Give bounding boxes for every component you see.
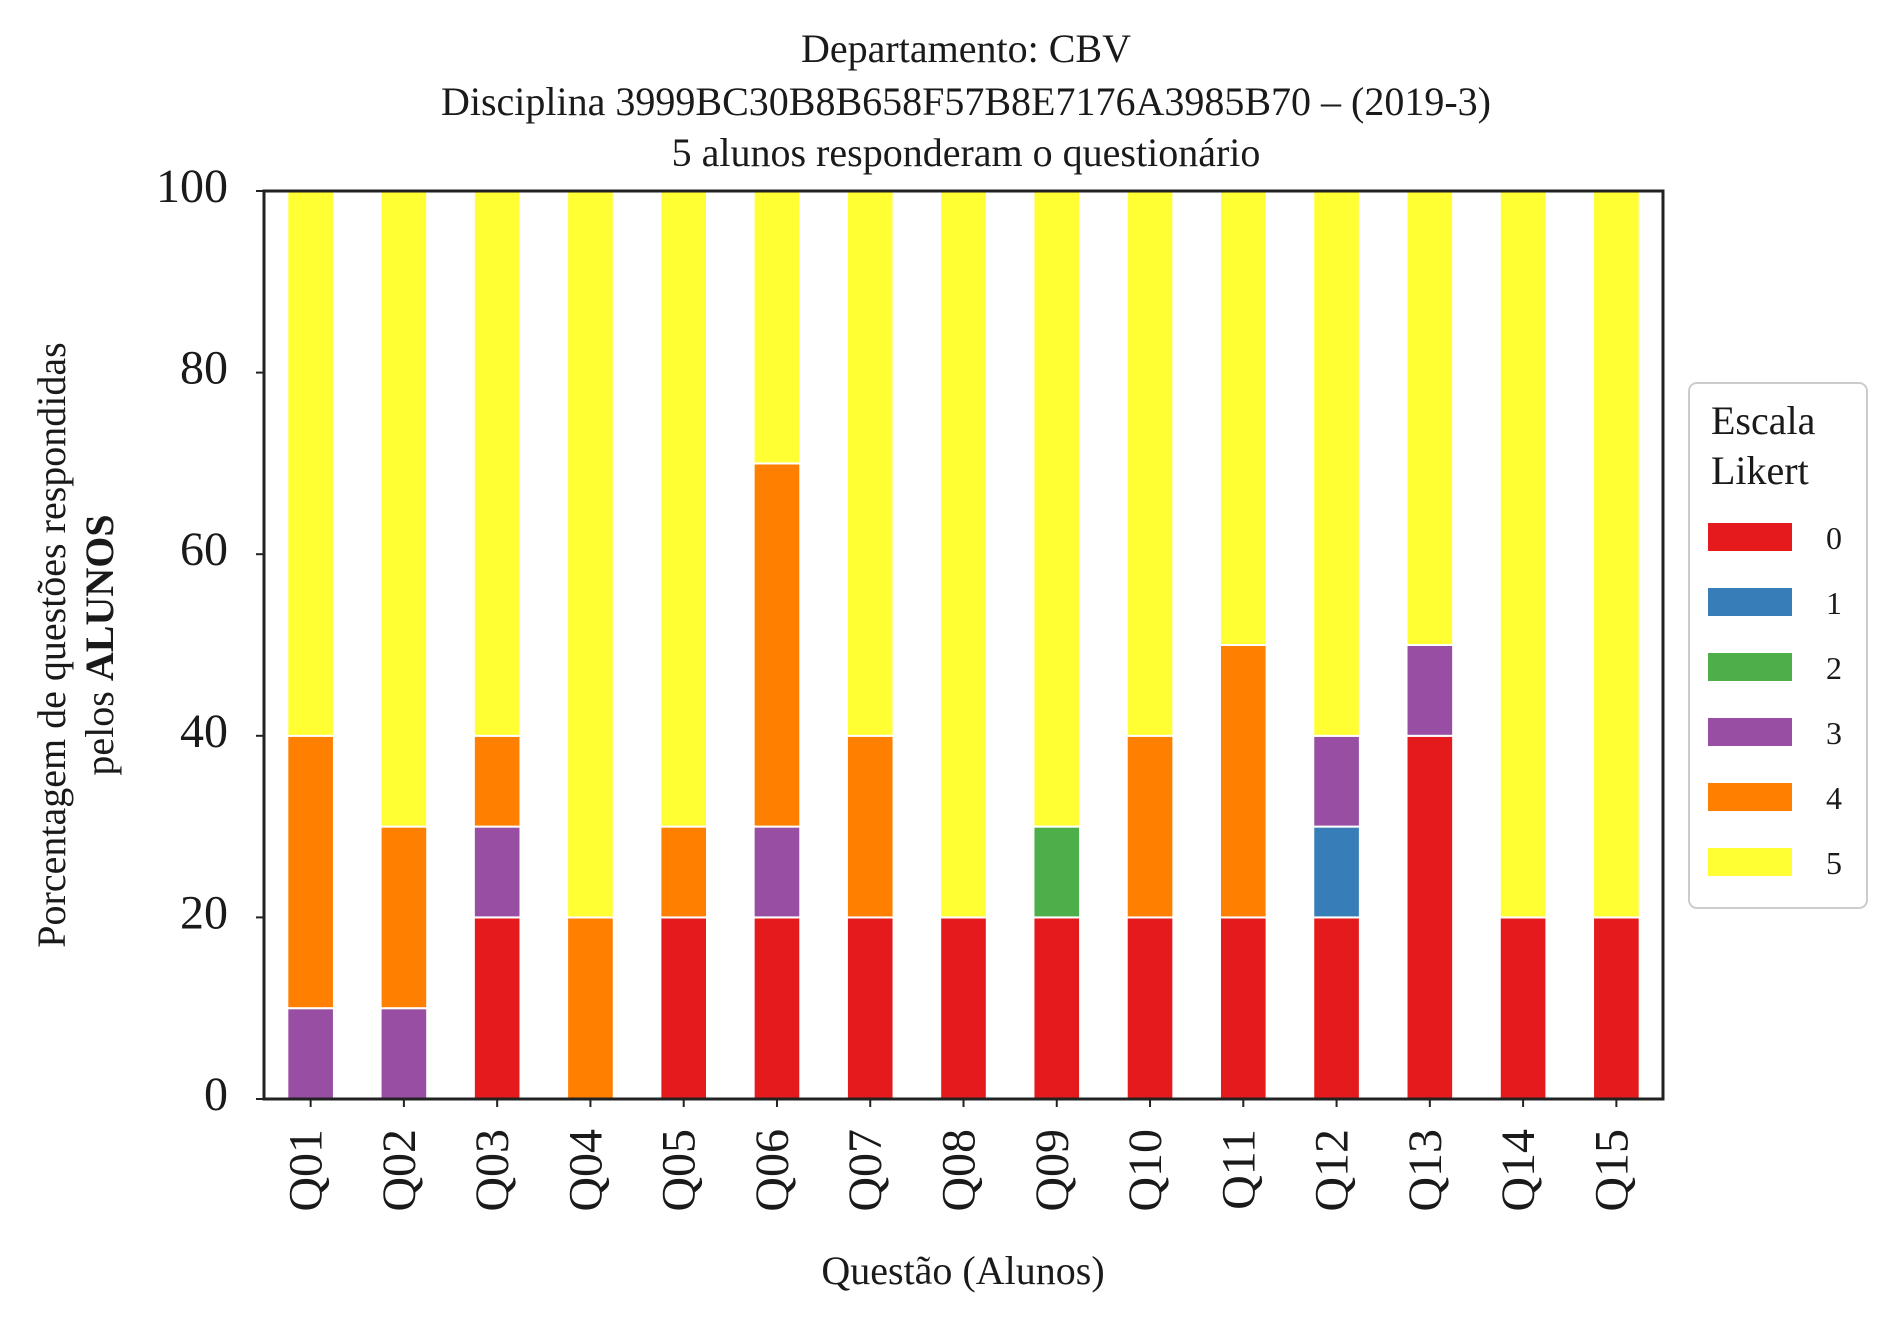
bar-segment-q07-level-4 xyxy=(845,734,895,919)
bar-segment-q02-level-3 xyxy=(379,1007,429,1101)
bar-segment-q04-level-5 xyxy=(566,190,615,919)
y-axis-label-line-1: Porcentagem de questões respondidas xyxy=(29,342,74,947)
bar-segment-q06-level-4 xyxy=(752,462,802,828)
y-axis-label-prefix: pelos xyxy=(77,681,122,775)
x-tick-label-q07: Q07 xyxy=(839,1129,892,1212)
bar-segment-q09-level-0 xyxy=(1032,916,1082,1101)
bar-segment-q02-level-4 xyxy=(379,825,429,1010)
legend-label-4: 4 xyxy=(1826,780,1842,816)
bar-segment-q07-level-5 xyxy=(845,190,895,737)
bar-segment-q12-level-5 xyxy=(1312,190,1361,737)
x-tick-label-q10: Q10 xyxy=(1119,1129,1172,1212)
y-tick-label-0: 0 xyxy=(204,1068,228,1121)
bar-segment-q01-level-4 xyxy=(286,734,335,1010)
bar-segment-q14-level-0 xyxy=(1498,916,1548,1101)
bar-segment-q08-level-5 xyxy=(939,190,988,919)
bar-segment-q13-level-3 xyxy=(1405,644,1455,737)
bar-segment-q12-level-0 xyxy=(1312,916,1361,1101)
bar-segment-q14-level-5 xyxy=(1498,190,1548,919)
y-axis-label-line-2: pelos ALUNOS xyxy=(77,514,122,775)
x-tick-label-q04: Q04 xyxy=(559,1129,612,1212)
bar-segment-q09-level-5 xyxy=(1032,190,1082,828)
x-tick-label-q08: Q08 xyxy=(933,1129,986,1212)
x-tick-label-q02: Q02 xyxy=(373,1129,426,1212)
x-tick-label-q05: Q05 xyxy=(653,1129,706,1212)
bar-segment-q03-level-3 xyxy=(472,825,522,919)
bar-segment-q15-level-0 xyxy=(1592,916,1641,1101)
y-tick-label-40: 40 xyxy=(180,705,228,758)
bar-segment-q01-level-3 xyxy=(286,1007,335,1101)
bar-segment-q07-level-0 xyxy=(845,916,895,1101)
bar-segment-q03-level-4 xyxy=(472,734,522,828)
chart-title-line-2: Disciplina 3999BC30B8B658F57B8E7176A3985… xyxy=(441,79,1491,124)
x-tick-label-q09: Q09 xyxy=(1026,1129,1079,1212)
y-axis-label: Porcentagem de questões respondidas pelo… xyxy=(29,342,122,947)
legend-label-2: 2 xyxy=(1826,650,1842,686)
legend: Escala Likert 0 1 2 3 4 5 xyxy=(1688,382,1868,909)
x-tick-label-q15: Q15 xyxy=(1585,1129,1638,1212)
bar-segment-q03-level-0 xyxy=(472,916,522,1101)
y-tick-label-60: 60 xyxy=(180,523,228,576)
legend-swatch-3 xyxy=(1708,718,1792,746)
x-axis-label: Questão (Alunos) xyxy=(821,1248,1104,1293)
y-axis-label-bold: ALUNOS xyxy=(77,514,122,681)
bar-segment-q12-level-3 xyxy=(1312,734,1361,828)
bar-segment-q04-level-4 xyxy=(566,916,615,1101)
bar-segment-q05-level-4 xyxy=(659,825,709,919)
bar-segment-q10-level-4 xyxy=(1125,734,1175,919)
legend-swatch-4 xyxy=(1708,783,1792,811)
bar-segment-q11-level-0 xyxy=(1218,916,1268,1101)
y-tick-label-100: 100 xyxy=(156,160,228,213)
bar-segment-q12-level-1 xyxy=(1312,825,1361,919)
legend-label-3: 3 xyxy=(1826,715,1842,751)
bar-segment-q01-level-5 xyxy=(286,190,335,737)
legend-frame xyxy=(1688,382,1868,909)
x-tick-label-q03: Q03 xyxy=(466,1129,519,1212)
legend-items: 0 1 2 3 4 5 xyxy=(1708,520,1842,881)
x-tick-label-q13: Q13 xyxy=(1399,1129,1452,1212)
legend-title-line-1: Escala xyxy=(1711,398,1816,443)
legend-swatch-2 xyxy=(1708,653,1792,681)
chart-title-line-1: Departamento: CBV xyxy=(801,26,1131,71)
x-tick-label-q14: Q14 xyxy=(1492,1129,1545,1212)
x-tick-label-q11: Q11 xyxy=(1212,1129,1265,1210)
y-tick-label-80: 80 xyxy=(180,342,228,395)
bar-segment-q11-level-5 xyxy=(1218,190,1268,646)
bar-segment-q08-level-0 xyxy=(939,916,988,1101)
bar-segment-q02-level-5 xyxy=(379,190,429,828)
legend-swatch-0 xyxy=(1708,523,1792,551)
bar-segment-q10-level-5 xyxy=(1125,190,1175,737)
legend-swatch-1 xyxy=(1708,588,1792,616)
bar-segment-q05-level-0 xyxy=(659,916,709,1101)
bar-segment-q05-level-5 xyxy=(659,190,709,828)
bar-segment-q06-level-5 xyxy=(752,190,802,465)
bar-segment-q13-level-5 xyxy=(1405,190,1455,646)
legend-swatch-5 xyxy=(1708,848,1792,876)
bar-segment-q11-level-4 xyxy=(1218,644,1268,919)
y-tick-label-20: 20 xyxy=(180,886,228,939)
chart-title-line-3: 5 alunos responderam o questionário xyxy=(672,130,1261,175)
y-axis-ticks: 0 20 40 60 80 100 xyxy=(156,160,264,1121)
x-tick-label-q06: Q06 xyxy=(746,1129,799,1212)
x-axis-ticks: Q01 Q02 Q03 Q04 Q05 Q06 Q07 Q08 Q09 Q10 Q11 Q12 Q13 Q… xyxy=(280,1099,1638,1212)
bar-segment-q03-level-5 xyxy=(472,190,522,737)
legend-label-1: 1 xyxy=(1826,585,1842,621)
chart-title: Departamento: CBV Disciplina 3999BC30B8B… xyxy=(441,26,1491,175)
bar-segment-q06-level-0 xyxy=(752,916,802,1101)
legend-label-5: 5 xyxy=(1826,845,1842,881)
bar-segment-q15-level-5 xyxy=(1592,190,1641,919)
x-tick-label-q12: Q12 xyxy=(1306,1129,1359,1212)
x-tick-label-q01: Q01 xyxy=(280,1129,333,1212)
bar-segment-q06-level-3 xyxy=(752,825,802,919)
bar-segment-q13-level-0 xyxy=(1405,734,1455,1100)
bars-group xyxy=(286,190,1641,1101)
bar-segment-q09-level-2 xyxy=(1032,825,1082,919)
legend-label-0: 0 xyxy=(1826,520,1842,556)
legend-title-line-2: Likert xyxy=(1711,448,1809,493)
bar-segment-q10-level-0 xyxy=(1125,916,1175,1101)
